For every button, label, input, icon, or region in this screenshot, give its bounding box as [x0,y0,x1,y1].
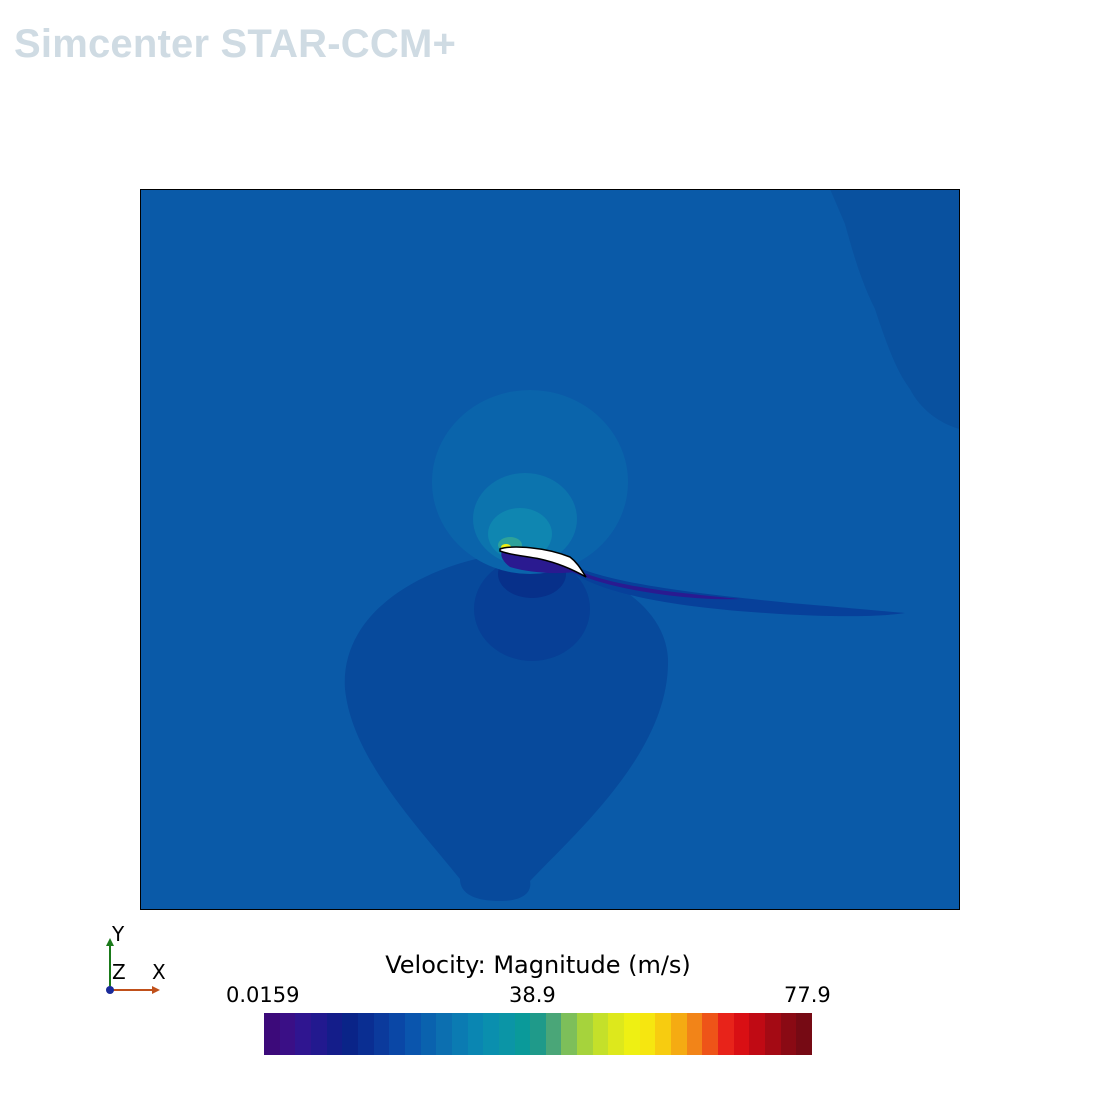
colorbar-swatch [624,1013,640,1055]
axis-triad-graphic [106,938,160,994]
colorbar-swatch [373,1013,390,1055]
colorbar-swatch [671,1013,687,1055]
z-axis-label: Z [112,960,126,984]
z-axis-dot [106,986,114,994]
colorbar-swatch [780,1013,797,1055]
colorbar-swatch [655,1013,672,1055]
colorbar-swatch [608,1013,625,1055]
y-axis-arrow [106,938,114,946]
colorbar-swatch [686,1013,703,1055]
colorbar-swatch [749,1013,765,1055]
domain-border [140,189,960,910]
colorbar-swatch [514,1013,531,1055]
legend-max-label: 77.9 [784,983,831,1007]
colorbar-swatch [467,1013,484,1055]
legend-title: Velocity: Magnitude (m/s) [385,951,691,979]
colorbar-swatch [592,1013,609,1055]
colorbar-swatch [577,1013,593,1055]
legend-min-label: 0.0159 [226,983,300,1007]
colorbar-swatch [389,1013,405,1055]
colorbar-swatch [796,1013,812,1055]
x-axis-label: X [152,960,166,984]
far-field-region [830,189,960,429]
velocity-contour-plot[interactable] [140,189,960,910]
colorbar-swatch [357,1013,374,1055]
colorbar-swatch [530,1013,546,1055]
axis-triad-icon: Y Z X [100,922,180,1002]
colorbar-swatch [436,1013,452,1055]
colorbar-swatch [295,1013,311,1055]
y-axis-label: Y [112,922,125,946]
separated-wake-core [570,567,740,600]
colorbar-swatch [451,1013,468,1055]
colorbar-swatch [702,1013,719,1055]
colorbar-swatch [264,1013,280,1055]
colorbar-swatch [733,1013,750,1055]
wake-region-lower [344,554,669,901]
colorbar-swatch [498,1013,515,1055]
airfoil-icon [499,546,587,578]
colorbar-swatch [561,1013,578,1055]
legend-mid-label: 38.9 [509,983,556,1007]
scene-viewport[interactable] [140,189,960,910]
colorbar-swatch [545,1013,562,1055]
colorbar-swatch [279,1013,296,1055]
colorbar-swatch [765,1013,781,1055]
brand-title: Simcenter STAR-CCM+ [14,22,457,66]
colorbar-swatch [718,1013,734,1055]
colorbar-swatch [639,1013,656,1055]
colorbar-swatch [420,1013,437,1055]
x-axis-arrow [152,986,160,994]
colorbar-swatch [404,1013,421,1055]
colorbar-swatch [342,1013,358,1055]
legend-colorbar [264,1013,812,1055]
colorbar-swatch [483,1013,499,1055]
colorbar-swatch [326,1013,343,1055]
colorbar-swatch [310,1013,327,1055]
